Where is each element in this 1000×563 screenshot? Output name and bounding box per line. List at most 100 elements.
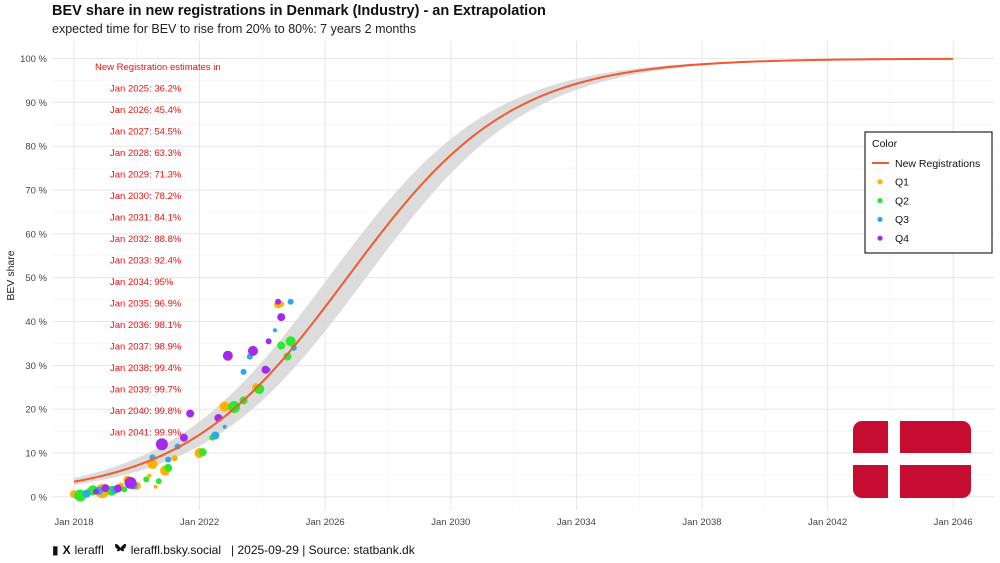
legend-entry-label: Q4 [895, 233, 909, 245]
scatter-points [69, 298, 297, 502]
annotation-line: Jan 2035: 96.9% [110, 299, 182, 310]
point-q2 [277, 341, 286, 350]
legend-key-point [877, 216, 883, 222]
point-q2 [155, 478, 162, 485]
legend-entry-label: Q1 [895, 177, 909, 189]
point-q4 [247, 345, 258, 356]
annotation-line: Jan 2027: 54.5% [110, 127, 182, 138]
trend-line [73, 57, 954, 483]
point-q3 [211, 431, 220, 440]
y-tick-label: 20 % [25, 405, 47, 416]
annotation-line: Jan 2033: 92.4% [110, 256, 182, 267]
legend-key-point [877, 179, 883, 185]
point-q2 [164, 463, 173, 472]
x-logo-icon: X [62, 543, 71, 557]
x-tick-label: Jan 2022 [180, 517, 219, 528]
y-tick-label: 90 % [25, 98, 47, 109]
point-q3 [272, 328, 277, 333]
point-q4 [277, 313, 286, 322]
x-tick-label: Jan 2042 [808, 517, 847, 528]
trend-line-path [73, 57, 954, 483]
phone-icon: ▮ [52, 543, 59, 557]
point-q3 [165, 456, 172, 463]
x-tick-label: Jan 2038 [682, 517, 721, 528]
annotation-line: Jan 2037: 98.9% [110, 342, 182, 353]
point-q4 [261, 365, 270, 374]
grid [52, 41, 994, 510]
chart-subtitle: expected time for BEV to rise from 20% t… [52, 22, 417, 36]
annotation-line: Jan 2040: 99.8% [110, 406, 182, 417]
footer-meta: | 2025-09-29 | Source: statbank.dk [231, 543, 415, 557]
axes: 0 % 10 % 20 % 30 % 40 % 50 % 60 % 70 % 80 % 90 % 1… [5, 54, 973, 528]
point-q1 [153, 484, 158, 489]
x-tick-label: Jan 2030 [431, 517, 470, 528]
annotation-line: Jan 2025: 36.2% [110, 84, 182, 95]
legend-title: Color [872, 138, 898, 150]
point-q4 [275, 298, 282, 305]
estimates-annotation: New Registration estimates in Jan 2025: 3… [95, 62, 221, 439]
point-q2 [285, 336, 296, 347]
point-q2 [121, 486, 128, 493]
point-q3 [240, 368, 247, 375]
annotation-line: Jan 2036: 98.1% [110, 320, 182, 331]
legend-key-point [877, 235, 883, 241]
y-tick-label: 50 % [25, 273, 47, 284]
point-q2 [143, 476, 150, 483]
annotation-line: Jan 2034: 95% [110, 277, 174, 288]
point-q4 [222, 350, 233, 361]
y-tick-label: 30 % [25, 361, 47, 372]
legend-entry-label: New Registrations [895, 158, 980, 170]
annotation-line: Jan 2031: 84.1% [110, 213, 182, 224]
point-q4 [124, 476, 137, 489]
point-q4 [186, 409, 195, 418]
point-q4 [179, 433, 188, 442]
annotation-line: Jan 2026: 45.4% [110, 105, 182, 116]
legend-key-point [877, 198, 883, 204]
point-q2 [198, 448, 207, 457]
point-q4 [92, 488, 99, 495]
chart-title: BEV share in new registrations in Denmar… [52, 3, 546, 19]
point-q4 [113, 484, 122, 493]
annotation-line: Jan 2032: 88.8% [110, 234, 182, 245]
x-tick-label: Jan 2046 [934, 517, 973, 528]
point-q3 [287, 298, 294, 305]
point-q4 [265, 338, 272, 345]
footer-bsky: leraffl.bsky.social [130, 543, 222, 557]
legend: Color New Registrations Q1 Q2 Q3 Q4 [864, 131, 993, 254]
x-tick-label: Jan 2026 [306, 517, 345, 528]
flag-cross-horizontal [853, 453, 971, 465]
x-tick-label: Jan 2034 [557, 517, 596, 528]
legend-box [864, 131, 993, 254]
legend-entry-label: Q2 [895, 195, 909, 207]
point-q4 [155, 438, 168, 451]
y-tick-label: 40 % [25, 317, 47, 328]
point-q4 [101, 484, 110, 493]
point-q1 [219, 401, 230, 412]
point-q3 [82, 489, 91, 498]
annotation-heading: New Registration estimates in [95, 62, 221, 73]
y-tick-label: 60 % [25, 229, 47, 240]
annotation-line: Jan 2039: 99.7% [110, 385, 182, 396]
annotation-line: Jan 2028: 63.3% [110, 148, 182, 159]
butterfly-icon [114, 543, 127, 557]
point-q1 [171, 455, 178, 462]
legend-entry-label: Q3 [895, 214, 909, 226]
annotation-line: Jan 2038: 99.4% [110, 363, 182, 374]
y-tick-label: 70 % [25, 186, 47, 197]
y-axis-label: BEV share [5, 250, 17, 300]
footer-handle: leraffl [74, 543, 104, 557]
annotation-line: Jan 2030: 78.2% [110, 191, 182, 202]
footer: ▮ X leraffl leraffl.bsky.social | 2025-0… [52, 543, 415, 557]
point-q3 [222, 424, 227, 429]
annotation-line: Jan 2041: 99.9% [110, 428, 182, 439]
y-tick-label: 100 % [20, 54, 47, 65]
y-tick-label: 80 % [25, 142, 47, 153]
x-tick-label: Jan 2018 [54, 517, 93, 528]
annotation-line: Jan 2029: 71.3% [110, 170, 182, 181]
y-tick-label: 10 % [25, 449, 47, 460]
y-tick-label: 0 % [31, 492, 48, 503]
point-q2 [283, 352, 292, 361]
denmark-flag [853, 421, 971, 498]
point-q1 [147, 473, 152, 478]
